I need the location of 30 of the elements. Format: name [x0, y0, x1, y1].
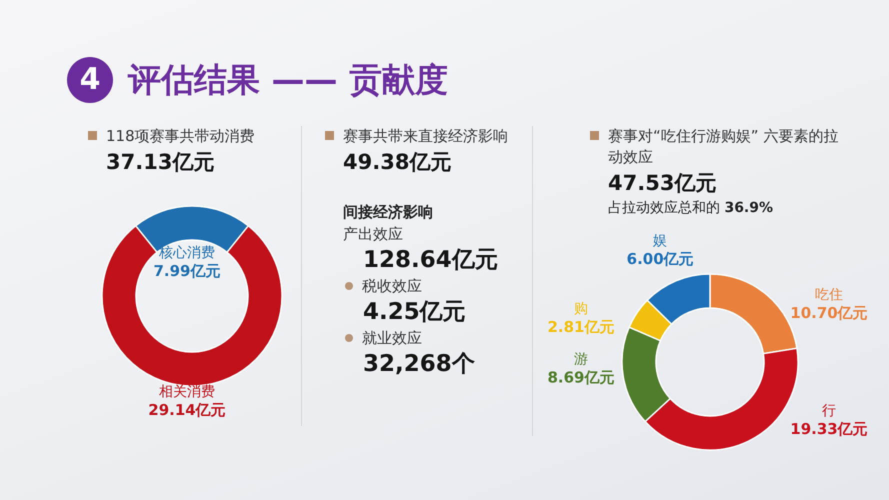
data-label: 2.81亿元 — [547, 318, 615, 336]
text: 49.38亿元 — [343, 150, 452, 174]
slice-label: 游 — [574, 352, 588, 368]
slice-label: 购 — [574, 300, 588, 317]
text: 128.64亿元 — [363, 247, 498, 273]
slice-label: 行 — [822, 403, 836, 420]
chart-title: 赛事对“吃住行游购娱” 六要素的拉动效应 — [608, 127, 838, 166]
data-label: 6.00亿元 — [626, 250, 694, 268]
data-label: 29.14亿元 — [148, 401, 226, 419]
text: 4 — [80, 62, 100, 97]
data-label: 8.69亿元 — [547, 368, 615, 387]
data-label: 10.70亿元 — [790, 304, 868, 322]
slice-label: 核心消费 — [158, 244, 215, 261]
text: 占拉动效应总和的 36.9% — [608, 200, 774, 216]
slice-label: 娱 — [653, 233, 668, 250]
text: 评估结果 —— 贡献度 — [128, 60, 448, 99]
slice-label: 吃住 — [815, 286, 843, 303]
data-label: 19.33亿元 — [790, 420, 868, 438]
text: 产出效应 — [343, 225, 403, 243]
chart-title: 118项赛事共带动消费 — [106, 127, 255, 145]
chart-subtitle: 37.13亿元 — [106, 150, 214, 174]
text: 就业效应 — [362, 329, 422, 347]
text: 赛事共带来直接经济影响 — [343, 127, 508, 145]
text: 税收效应 — [362, 277, 422, 295]
slice-label: 相关消费 — [159, 384, 215, 400]
text: 4.25亿元 — [363, 299, 466, 325]
data-label: 7.99亿元 — [153, 262, 221, 280]
text: 间接经济影响 — [343, 203, 433, 221]
chart-subtitle: 47.53亿元 — [608, 171, 716, 195]
text: 32,268个 — [363, 351, 475, 377]
